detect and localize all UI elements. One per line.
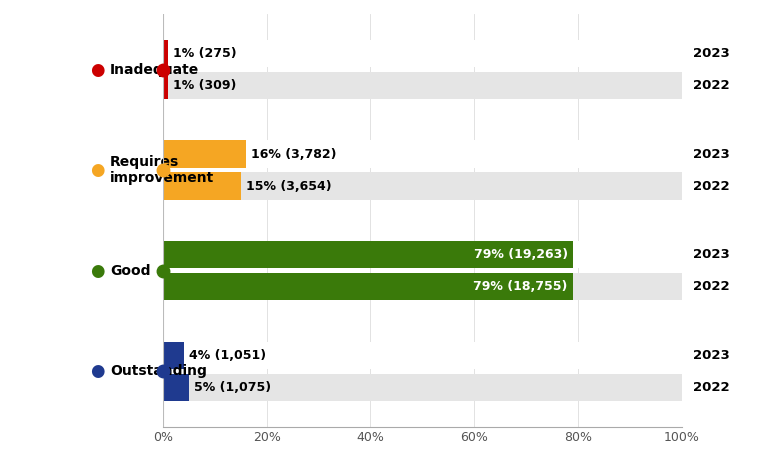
Bar (163, 72, 168, 99)
Bar (163, 140, 682, 168)
Text: 16% (3,782): 16% (3,782) (251, 147, 336, 161)
Text: ●: ● (91, 161, 105, 179)
Text: Good: Good (110, 264, 150, 278)
Text: 79% (19,263): 79% (19,263) (474, 248, 568, 261)
Bar (163, 173, 240, 200)
Text: Requires
improvement: Requires improvement (110, 155, 214, 185)
Bar (163, 241, 682, 268)
Text: 1% (309): 1% (309) (173, 79, 236, 92)
Bar (163, 140, 246, 168)
Bar (163, 173, 682, 200)
Bar (163, 342, 184, 369)
Bar (163, 72, 682, 99)
Text: ●: ● (91, 362, 105, 380)
Bar (163, 342, 682, 369)
Text: 2023: 2023 (693, 349, 730, 362)
Bar (163, 374, 682, 401)
Text: 2023: 2023 (693, 147, 730, 161)
Text: 2022: 2022 (693, 180, 730, 192)
Text: Inadequate: Inadequate (110, 63, 199, 76)
Bar (163, 273, 573, 301)
Bar (163, 40, 682, 67)
Bar (163, 374, 189, 401)
Text: 5% (1,075): 5% (1,075) (194, 381, 271, 394)
Text: ●: ● (91, 262, 105, 280)
Text: 2022: 2022 (693, 381, 730, 394)
Text: 2022: 2022 (693, 79, 730, 92)
Text: 4% (1,051): 4% (1,051) (189, 349, 266, 362)
Text: 2022: 2022 (693, 280, 730, 293)
Text: Outstanding: Outstanding (110, 365, 207, 378)
Bar (163, 273, 682, 301)
Text: 79% (18,755): 79% (18,755) (474, 280, 568, 293)
Text: ●: ● (91, 61, 105, 79)
Text: 2023: 2023 (693, 248, 730, 261)
Bar (163, 40, 168, 67)
Text: 15% (3,654): 15% (3,654) (246, 180, 332, 192)
Text: 2023: 2023 (693, 47, 730, 60)
Bar (163, 241, 573, 268)
Text: 1% (275): 1% (275) (173, 47, 236, 60)
